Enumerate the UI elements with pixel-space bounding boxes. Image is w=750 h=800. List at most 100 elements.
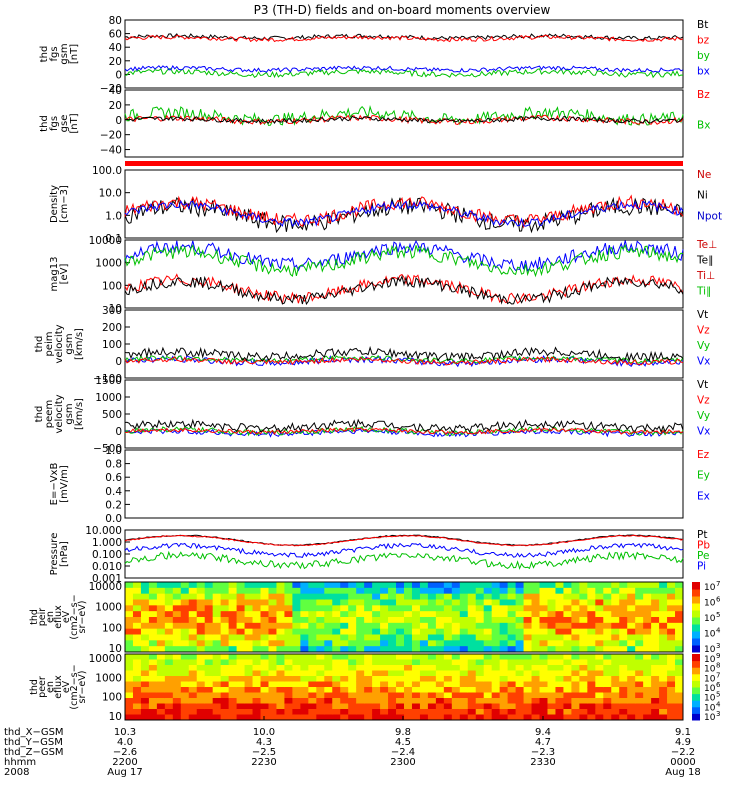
spectrogram-cell <box>443 709 453 715</box>
spectrogram-cell <box>380 582 389 589</box>
spectrogram-cell <box>675 659 684 666</box>
spectrogram-cell <box>643 605 652 612</box>
spectrogram-cell <box>132 611 142 618</box>
colorbar-label: 10 <box>704 599 716 609</box>
spectrogram-cell <box>292 622 301 630</box>
spectrogram-cell <box>252 646 262 653</box>
colorbar-segment <box>692 667 700 675</box>
y-tick-label: 40 <box>109 42 122 54</box>
spectrogram-cell <box>140 622 150 630</box>
spectrogram-cell <box>467 622 477 630</box>
spectrogram-cell <box>427 676 437 682</box>
spectrogram-cell <box>276 709 285 715</box>
x-axis-labels: thd_X−GSMthd_Y−GSMthd_Z−GSMhhmm200810.34… <box>4 716 701 778</box>
spectrogram-cell <box>204 605 214 612</box>
spectrogram-cell <box>372 681 381 688</box>
spectrogram-cell <box>348 703 357 710</box>
x-tick-value: 9.4 <box>535 727 551 738</box>
spectrogram-cell <box>340 599 349 606</box>
y-axis-label: sr−eV) <box>77 601 88 634</box>
colorbar-segment <box>692 582 700 590</box>
spectrogram-cell <box>125 634 134 641</box>
spectrogram-cell <box>356 665 365 671</box>
spectrogram-cell <box>140 605 150 612</box>
spectrogram-cell <box>491 703 501 710</box>
spectrogram-cell <box>300 659 309 666</box>
spectrogram-cell <box>443 587 453 595</box>
spectrogram-cell <box>499 709 509 715</box>
spectrogram-cell <box>555 659 564 666</box>
colorbar-segment <box>692 631 700 639</box>
spectrogram-cell <box>443 617 453 624</box>
spectrogram-cell <box>499 670 509 677</box>
spectrogram-cell <box>579 605 588 612</box>
spectrogram-cell <box>140 670 150 677</box>
spectrogram-cell <box>356 676 365 682</box>
spectrogram-cell <box>619 659 628 666</box>
legend-Ey: Ey <box>697 470 710 482</box>
spectrogram-cell <box>220 692 230 699</box>
spectrogram-cell <box>140 593 150 600</box>
spectrogram-cell <box>555 582 564 589</box>
spectrogram-cell <box>316 587 325 595</box>
spectrogram-cell <box>300 634 309 641</box>
spectrogram-cell <box>404 587 413 595</box>
spectrogram-cell <box>148 646 158 653</box>
spectrogram-cell <box>332 646 341 653</box>
spectrogram-cell <box>188 582 198 589</box>
colorbar-exponent: 4 <box>716 627 721 635</box>
spectrogram-cell <box>459 582 469 589</box>
spectrogram-cell <box>276 714 285 721</box>
spectrogram-cell <box>499 611 509 618</box>
colorbar-exponent: 9 <box>716 652 720 660</box>
spectrogram-cell <box>635 698 644 704</box>
spectrogram-cell <box>667 665 676 671</box>
spectrogram-cell <box>244 698 254 704</box>
spectrogram-cell <box>172 628 182 635</box>
y-axis-label: [km/s] <box>74 398 85 430</box>
spectrogram-cell <box>475 617 485 624</box>
spectrogram-cell <box>459 640 469 647</box>
spectrogram-cell <box>372 687 381 693</box>
spectrogram-cell <box>651 709 660 715</box>
spectrogram-cell <box>228 587 238 595</box>
spectrogram-cell <box>404 703 413 710</box>
spectrogram-cell <box>396 714 405 721</box>
spectrogram-cell <box>611 654 620 660</box>
y-axis-label: [nT] <box>69 44 80 64</box>
spectrogram-cell <box>563 622 572 630</box>
spectrogram-cell <box>483 622 493 630</box>
spectrogram-cell <box>252 703 262 710</box>
spectrogram-cell <box>324 659 333 666</box>
spectrogram-cell <box>651 659 660 666</box>
spectrogram-cell <box>148 605 158 612</box>
spectrogram-cell <box>459 676 469 682</box>
spectrogram-cell <box>547 709 556 715</box>
spectrogram-cell <box>563 665 572 671</box>
spectrogram-cell <box>563 714 572 721</box>
spectrogram-cell <box>260 703 269 710</box>
spectrogram-cell <box>611 659 620 666</box>
spectrogram-cell <box>555 692 564 699</box>
spectrogram-cell <box>156 622 166 630</box>
spectrogram-cell <box>603 628 612 635</box>
spectrogram-cell <box>388 640 397 647</box>
spectrogram-cell <box>244 582 254 589</box>
spectrogram-cell <box>404 665 413 671</box>
spectrogram-cell <box>523 692 533 699</box>
spectrogram-cell <box>507 654 517 660</box>
spectrogram-cell <box>555 670 564 677</box>
spectrogram-cell <box>148 692 158 699</box>
spectrogram-cell <box>228 617 238 624</box>
spectrogram-cell <box>260 628 269 635</box>
spectrogram-cell <box>364 698 373 704</box>
spectrogram-cell <box>332 692 341 699</box>
spectrogram-cell <box>427 646 437 653</box>
spectrogram-cell <box>435 659 445 666</box>
x-tick-value: −2.3 <box>531 747 555 758</box>
spectrogram-cell <box>364 665 373 671</box>
spectrogram-cell <box>220 703 230 710</box>
spectrogram-cell <box>196 605 206 612</box>
colorbar-exponent: 7 <box>716 580 720 588</box>
spectrogram-cell <box>467 634 477 641</box>
